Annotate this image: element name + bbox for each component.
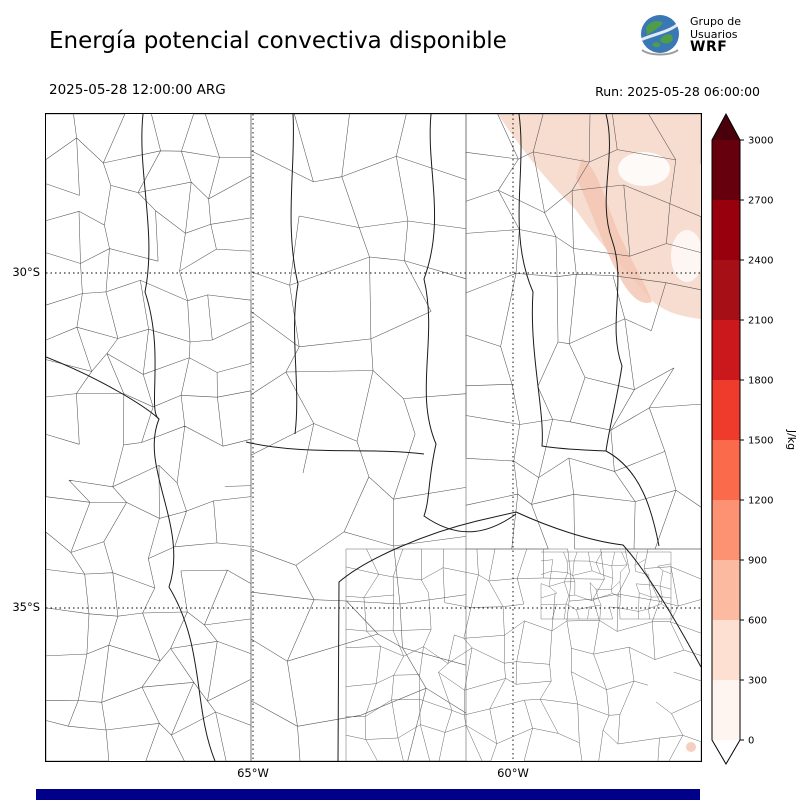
colorbar-unit-label: J/kg (785, 429, 798, 450)
logo-line1: Grupo de (690, 14, 741, 28)
colorbar-tick-label: 2400 (748, 256, 773, 267)
lon-label-65w: 65°W (237, 766, 269, 780)
boundary-mesh (540, 551, 672, 620)
cape-shading-layer (498, 114, 701, 752)
footer-bar (36, 789, 700, 800)
colorbar-segment (712, 620, 740, 681)
colorbar-segment (712, 440, 740, 501)
run-time: Run: 2025-05-28 06:00:00 (595, 84, 760, 99)
lat-label-30s: 30°S (12, 265, 40, 279)
boundary-mesh (46, 114, 252, 761)
colorbar-tick-label: 3000 (748, 136, 773, 147)
globe-icon (641, 15, 679, 56)
colorbar-segment (712, 200, 740, 261)
colorbar-under-arrow (712, 740, 740, 764)
logo-wrf: WRF (690, 38, 728, 55)
lat-label-35s: 35°S (12, 600, 40, 614)
colorbar-tick-label: 0 (748, 736, 754, 747)
colorbar-tick-label: 1200 (748, 496, 773, 507)
province-borders (46, 114, 701, 761)
colorbar-segment (712, 680, 740, 741)
colorbar-segment (712, 260, 740, 321)
boundary-mesh (250, 114, 467, 761)
boundary-mesh (345, 548, 701, 761)
colorbar-segment (712, 320, 740, 381)
valid-time: 2025-05-28 12:00:00 ARG (49, 82, 226, 98)
colorbar-tick-label: 300 (748, 676, 767, 687)
colorbar: 30002700240021001800150012009006003000J/… (711, 112, 798, 765)
logo-line2: Usuarios (690, 27, 738, 41)
department-boundaries (46, 114, 701, 761)
colorbar-segment (712, 140, 740, 201)
wrf-logo: Grupo de Usuarios WRF (636, 10, 741, 58)
map-canvas (46, 114, 701, 761)
colorbar-tick-label: 600 (748, 616, 767, 627)
map-frame (45, 113, 702, 762)
lon-label-60w: 60°W (497, 766, 529, 780)
colorbar-tick-label: 1800 (748, 376, 773, 387)
colorbar-tick-label: 2700 (748, 196, 773, 207)
colorbar-segment (712, 500, 740, 561)
page-title: Energía potencial convectiva disponible (49, 28, 507, 54)
colorbar-tick-label: 2100 (748, 316, 773, 327)
colorbar-segment (712, 560, 740, 621)
colorbar-tick-label: 1500 (748, 436, 773, 447)
colorbar-segment (712, 380, 740, 441)
colorbar-over-arrow (712, 114, 740, 140)
graticule (46, 114, 701, 761)
colorbar-tick-label: 900 (748, 556, 767, 567)
